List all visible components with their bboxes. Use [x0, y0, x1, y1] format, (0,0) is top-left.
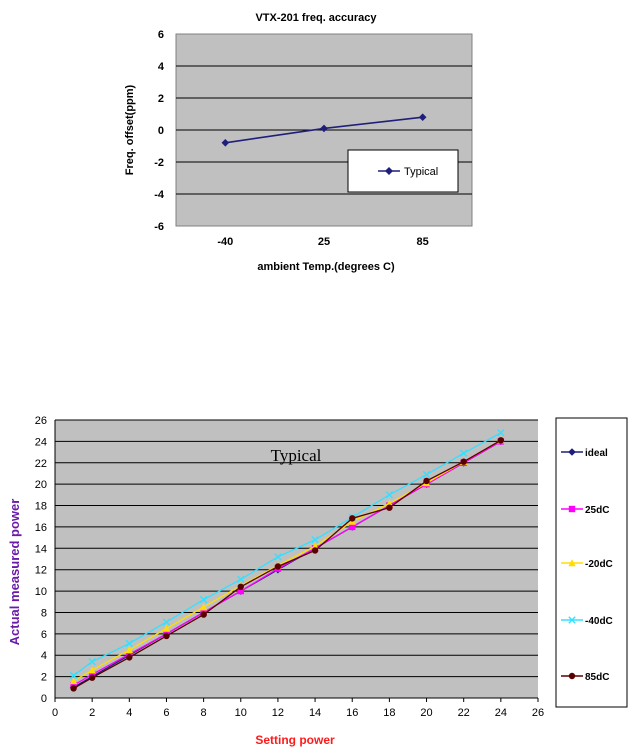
freq-accuracy-chart: VTX-201 freq. accuracy 6 4 2 0 -2 -4 -6 -40 25 8…	[124, 12, 473, 273]
chart2-data-point	[125, 646, 134, 654]
chart2-data-point	[311, 547, 319, 554]
chart2-data-point	[385, 491, 394, 499]
chart2-legend-marker	[568, 559, 576, 567]
chart2-data-point	[311, 536, 319, 544]
chart2-x-tick-label: 6	[163, 707, 169, 719]
chart1-y-tick-label: 6	[158, 29, 164, 41]
chart1-legend: Typical	[347, 149, 459, 193]
chart2-data-point	[237, 587, 244, 595]
chart2-x-tick-label: 0	[52, 707, 58, 719]
chart2-data-point	[199, 595, 208, 604]
chart1-data-point	[221, 139, 230, 147]
chart2-x-tick-label: 24	[495, 707, 507, 719]
chart2-x-tick-label: 8	[201, 707, 207, 719]
chart2-data-point	[459, 449, 468, 457]
chart2-data-point	[126, 650, 133, 658]
chart2-y-tick-label: 26	[35, 415, 47, 427]
chart2-data-point	[385, 499, 394, 507]
chart2-legend-label: -20dC	[585, 559, 613, 570]
chart2-x-tick-label: 14	[309, 707, 321, 719]
chart2-legend-label: -40dC	[585, 616, 613, 627]
chart1-x-tick-label: 85	[417, 236, 429, 248]
chart2-legend-marker	[568, 505, 576, 513]
chart2-annotation: Typical	[271, 446, 322, 465]
chart2-y-tick-label: 18	[35, 501, 47, 513]
chart1-y-axis-label: Freq. offset(ppm)	[124, 84, 136, 175]
chart1-y-tick-label: 4	[158, 61, 165, 73]
chart2-y-tick-label: 20	[35, 479, 47, 491]
chart2-y-tick-label: 14	[35, 543, 47, 555]
chart2-y-tick-label: 4	[41, 650, 47, 662]
chart2-x-tick-label: 2	[89, 707, 95, 719]
chart2-data-point	[70, 681, 77, 689]
chart2-data-point	[69, 671, 78, 680]
chart1-y-tick-label: 0	[158, 125, 164, 137]
chart2-legend-marker	[568, 672, 576, 680]
chart1-data-point	[418, 113, 427, 121]
chart2-legend-marker	[568, 616, 576, 624]
chart2-x-tick-label: 4	[126, 707, 132, 719]
chart1-y-tick-label: -6	[154, 221, 164, 233]
chart2-legend-label: ideal	[585, 448, 608, 459]
chart2-data-point	[460, 458, 467, 465]
chart2-data-point	[200, 611, 207, 618]
chart2-data-point	[349, 523, 356, 531]
chart1-y-tick-label: 2	[158, 93, 164, 105]
chart2-x-tick-label: 10	[235, 707, 247, 719]
chart2-y-tick-label: 24	[35, 436, 47, 448]
chart2-y-tick-label: 0	[41, 693, 47, 705]
chart2-x-axis-label: Setting power	[255, 733, 335, 747]
chart2-data-point	[199, 603, 208, 611]
chart2-y-axis-label: Actual measured power	[7, 499, 22, 646]
chart2-y-tick-label: 16	[35, 522, 47, 534]
chart2-data-point	[125, 639, 134, 648]
chart2-legend-label: 25dC	[585, 505, 609, 516]
chart2-data-point	[497, 437, 505, 444]
chart1-y-tick-label: -4	[154, 189, 165, 201]
chart2-y-tick-label: 8	[41, 607, 47, 619]
chart2-data-point	[497, 429, 505, 437]
chart2-legend: ideal 25dC -20dC -40dC 85dC	[555, 417, 628, 708]
chart2-y-tick-label: 12	[35, 565, 47, 577]
chart2-y-tick-label: 22	[35, 458, 47, 470]
chart2-x-tick-label: 16	[346, 707, 358, 719]
chart1-x-axis-label: ambient Temp.(degrees C)	[257, 261, 395, 273]
chart2-y-tick-label: 10	[35, 586, 47, 598]
chart2-data-point	[162, 624, 171, 632]
chart2-data-point	[422, 470, 431, 479]
chart2-x-tick-label: 12	[272, 707, 284, 719]
chart2-legend-label: 85dC	[585, 672, 609, 683]
chart2-data-point	[349, 515, 356, 522]
chart2-x-tick-label: 26	[532, 707, 544, 719]
chart2-data-point	[88, 657, 96, 666]
chart2-data-point	[237, 575, 245, 584]
chart2-data-point	[274, 563, 282, 570]
chart2-data-point	[88, 671, 96, 678]
chart2-data-point	[237, 583, 244, 590]
chart2-data-point	[386, 504, 393, 511]
chart1-x-tick-label: -40	[217, 236, 233, 248]
chart2-x-tick-label: 22	[458, 707, 470, 719]
chart2-data-point	[70, 685, 77, 692]
chart2-y-tick-label: 6	[41, 629, 47, 641]
chart2-x-tick-label: 18	[383, 707, 395, 719]
chart1-x-tick-label: 25	[318, 236, 330, 248]
chart2-data-point	[163, 632, 170, 640]
chart1-y-tick-label: -2	[154, 157, 164, 169]
chart2-data-point	[274, 553, 282, 561]
chart2-data-point	[311, 542, 319, 550]
chart2-y-tick-label: 2	[41, 672, 47, 684]
chart2-data-point	[162, 618, 171, 626]
chart2-data-point	[88, 674, 96, 681]
chart2-legend-marker	[568, 448, 576, 456]
chart1-title: VTX-201 freq. accuracy	[255, 12, 377, 24]
chart2-data-point	[88, 666, 96, 674]
chart2-data-point	[423, 477, 430, 485]
chart2-data-point	[126, 654, 133, 661]
chart1-data-point	[320, 124, 328, 133]
chart1-legend-typical: Typical	[404, 166, 438, 178]
chart2-x-tick-label: 20	[420, 707, 432, 719]
chart2-data-point	[69, 677, 78, 685]
